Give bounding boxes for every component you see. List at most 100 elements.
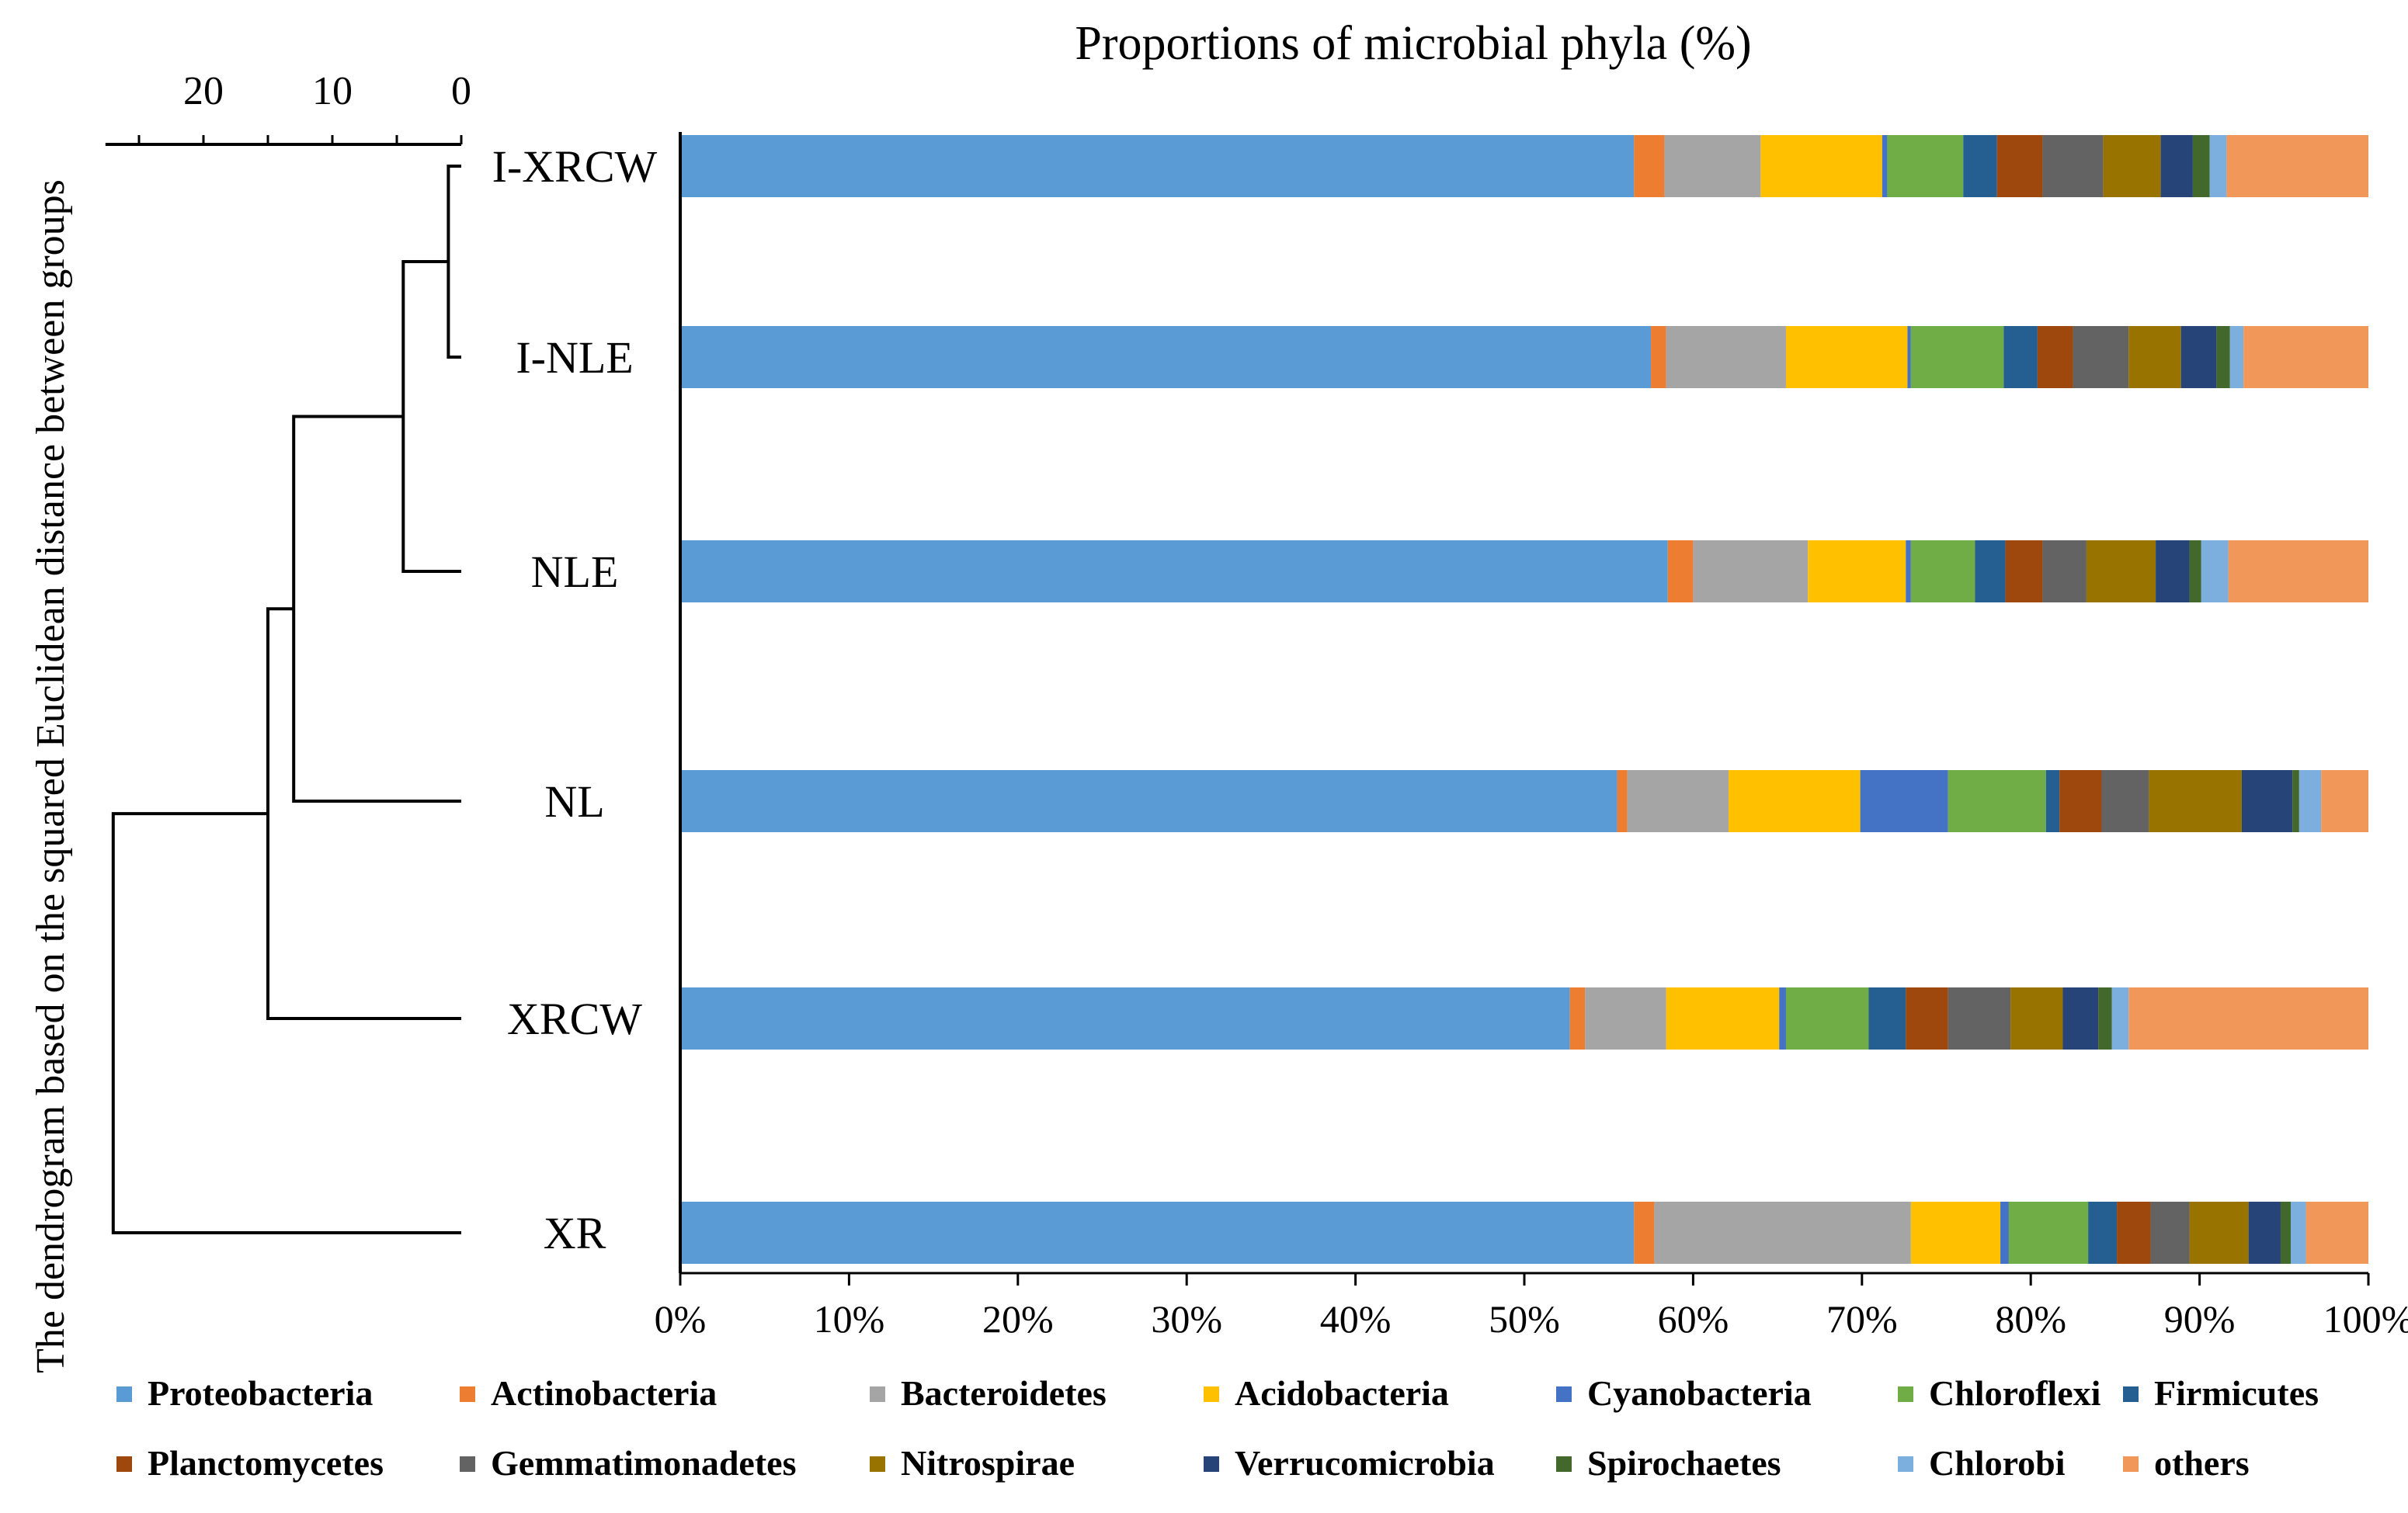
x-tick-label: 70% [1826,1297,1898,1341]
x-axis: 0% 10% 20% 30% 40% 50% 60% 70% 80% 90% 100% [655,132,2408,1341]
x-tick-label: 0% [655,1297,707,1341]
bar-segment-i-xrcw-spirochaetes [2192,135,2210,197]
bar-segment-nl-gemmatimonadetes [2101,770,2149,832]
legend-label: Acidobacteria [1235,1373,1449,1413]
x-tick-label: 60% [1658,1297,1729,1341]
legend-swatch [1556,1386,1572,1402]
bar-segment-xr-gemmatimonadetes [2150,1202,2190,1264]
x-tick-label: 50% [1489,1297,1560,1341]
dendrogram-tick-label: 0 [451,69,471,113]
bar-segment-xr-nitrospirae [2189,1202,2249,1264]
bar-segment-nle-actinobacteria [1667,540,1694,602]
bar-segment-nl-nitrospirae [2149,770,2242,832]
bar-segment-nl-cyanobacteria [1860,770,1948,832]
bar-segment-xr-acidobacteria [1910,1202,2001,1264]
bar-segment-xr-others [2305,1202,2368,1264]
bar-segment-i-nle-chloroflexi [1910,326,2004,388]
legend-label: Bacteroidetes [901,1373,1107,1413]
x-tick-label: 90% [2164,1297,2236,1341]
bar-segment-i-xrcw-firmicutes [1963,135,1997,197]
y-axis-label: The dendrogram based on the squared Eucl… [29,179,73,1373]
dendrogram-branch [447,165,461,359]
bar-segment-nl-acidobacteria [1729,770,1861,832]
dendrogram-axis: 20 10 0 [105,69,471,146]
bar-segment-i-nle-firmicutes [2003,326,2038,388]
dendrogram-tick-label: 10 [312,69,353,113]
bar-segment-nle-bacteroidetes [1693,540,1809,602]
legend-label: Spirochaetes [1587,1443,1781,1483]
bar-segment-xr-actinobacteria [1634,1202,1655,1264]
bar-area: I-XRCW I-NLE NLE NL XRCW XR [492,135,2368,1264]
bar-segment-nl-others [2321,770,2368,832]
legend-swatch [870,1386,885,1402]
bar-segment-xrcw-acidobacteria [1666,987,1780,1050]
category-label: NL [544,776,604,827]
bar-segment-xr-chloroflexi [2008,1202,2089,1264]
bar-segment-i-nle-verrucomicrobia [2180,326,2217,388]
bar-segment-nle-acidobacteria [1808,540,1906,602]
bar-segment-i-nle-bacteroidetes [1666,326,1786,388]
bar-segment-xr-chlorobi [2291,1202,2306,1264]
legend-label: others [2154,1443,2250,1483]
bar-segment-xrcw-nitrospirae [2010,987,2063,1050]
x-tick-label: 20% [982,1297,1054,1341]
bar-segment-xrcw-actinobacteria [1569,987,1586,1050]
bar-segment-i-nle-spirochaetes [2216,326,2230,388]
bar-segment-i-xrcw-actinobacteria [1634,135,1665,197]
x-tick-label: 80% [1995,1297,2066,1341]
legend-label: Gemmatimonadetes [491,1443,796,1483]
bar-segment-xr-spirochaetes [2280,1202,2291,1264]
bar-segment-xrcw-chlorobi [2111,987,2129,1050]
bar-segment-nl-actinobacteria [1617,770,1628,832]
bar-segment-i-xrcw-nitrospirae [2103,135,2161,197]
bar-segment-xrcw-cyanobacteria [1779,987,1786,1050]
bar-segment-nle-chloroflexi [1910,540,1975,602]
legend-swatch [1556,1456,1572,1472]
legend-swatch [116,1456,132,1472]
bar-segment-nle-firmicutes [1975,540,2006,602]
bar-segment-i-xrcw-chlorobi [2209,135,2227,197]
bar-segment-xrcw-planctomycetes [1906,987,1948,1050]
bar-segment-i-xrcw-chloroflexi [1887,135,1964,197]
bar-segment-nl-bacteroidetes [1627,770,1729,832]
legend-label: Proteobacteria [148,1373,373,1413]
bar-segment-nle-spirochaetes [2189,540,2201,602]
bar-segment-nl-planctomycetes [2059,770,2102,832]
bar-segment-i-nle-acidobacteria [1785,326,1908,388]
bar-segment-xrcw-firmicutes [1868,987,1906,1050]
legend-label: Planctomycetes [148,1443,384,1483]
bar-segment-xrcw-gemmatimonadetes [1948,987,2011,1050]
bar-segment-xrcw-bacteroidetes [1585,987,1666,1050]
bar-segment-xr-proteobacteria [680,1202,1635,1264]
dendrogram-branch [401,260,461,573]
bar-segment-xrcw-others [2128,987,2368,1050]
bar-segment-i-xrcw-planctomycetes [1996,135,2043,197]
legend-swatch [2123,1456,2139,1472]
legend-label: Cyanobacteria [1587,1373,1812,1413]
legend-label: Nitrospirae [901,1443,1075,1483]
chart-title: Proportions of microbial phyla (%) [1075,17,1751,70]
bar-segment-i-nle-proteobacteria [680,326,1652,388]
category-label: I-XRCW [492,141,658,192]
bar-segment-nl-verrucomicrobia [2241,770,2293,832]
bar-segment-nl-chlorobi [2299,770,2322,832]
bar-segment-i-nle-nitrospirae [2128,326,2181,388]
bar-segment-xr-bacteroidetes [1654,1202,1911,1264]
bar-segment-i-nle-chlorobi [2229,326,2244,388]
bar-segment-xr-cyanobacteria [2000,1202,2009,1264]
bar-segment-nle-proteobacteria [680,540,1668,602]
bar-segment-i-nle-planctomycetes [2037,326,2073,388]
legend-swatch [870,1456,885,1472]
category-label: I-NLE [516,332,633,383]
bar-segment-nle-cyanobacteria [1906,540,1911,602]
bar-segment-i-xrcw-verrucomicrobia [2160,135,2193,197]
bar-segment-xrcw-verrucomicrobia [2062,987,2099,1050]
bar-segment-nl-chloroflexi [1948,770,2046,832]
bar-segment-i-xrcw-gemmatimonadetes [2042,135,2104,197]
bar-segment-xrcw-spirochaetes [2098,987,2112,1050]
bar-segment-i-xrcw-bacteroidetes [1664,135,1761,197]
legend-swatch [1898,1386,1913,1402]
category-label: NLE [531,547,619,597]
bar-segment-nl-spirochaetes [2292,770,2299,832]
bar-segment-nle-nitrospirae [2086,540,2156,602]
